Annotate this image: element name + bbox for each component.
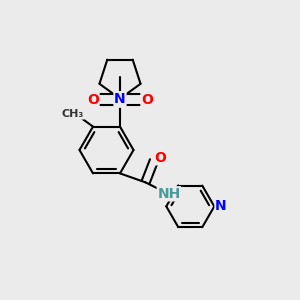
Text: N: N (215, 200, 227, 213)
Text: NH: NH (157, 187, 181, 201)
Text: CH₃: CH₃ (62, 109, 84, 119)
Text: O: O (87, 93, 99, 106)
Text: O: O (141, 93, 153, 106)
Text: N: N (114, 92, 126, 106)
Text: S: S (115, 92, 125, 107)
Text: O: O (154, 151, 166, 165)
